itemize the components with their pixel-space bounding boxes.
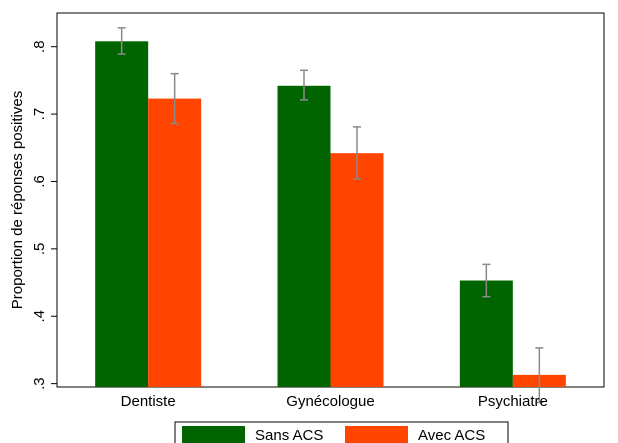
legend-swatch-sans-acs	[182, 426, 245, 443]
y-tick-label: .4	[31, 310, 48, 323]
bar-sans-acs	[95, 41, 149, 387]
bar-sans-acs	[459, 280, 513, 387]
legend: Sans ACS Avec ACS	[174, 421, 509, 443]
y-tick-label: .3	[31, 377, 48, 390]
x-category-label: Dentiste	[121, 393, 176, 410]
bar-avec-acs	[148, 98, 202, 388]
legend-frame	[174, 421, 509, 443]
legend-swatch-avec-acs	[345, 426, 408, 443]
error-bars-layer	[117, 27, 544, 404]
x-category-label: Psychiatre	[478, 393, 548, 410]
y-axis-title: Proportion de réponses positives	[9, 91, 26, 309]
x-axis: Dentiste Gynécologue Psychiatre	[121, 393, 548, 410]
bar-avec-acs	[330, 153, 384, 387]
y-tick-label: .8	[31, 40, 48, 53]
bars-layer	[95, 41, 566, 388]
legend-label: Sans ACS	[255, 427, 323, 443]
y-axis: .3 .4 .5 .6 .7 .8	[31, 40, 57, 390]
y-tick-label: .7	[31, 108, 48, 121]
x-category-label: Gynécologue	[286, 393, 374, 410]
legend-label: Avec ACS	[418, 427, 485, 443]
y-tick-label: .6	[31, 175, 48, 188]
bar-sans-acs	[277, 85, 331, 387]
y-tick-label: .5	[31, 243, 48, 256]
